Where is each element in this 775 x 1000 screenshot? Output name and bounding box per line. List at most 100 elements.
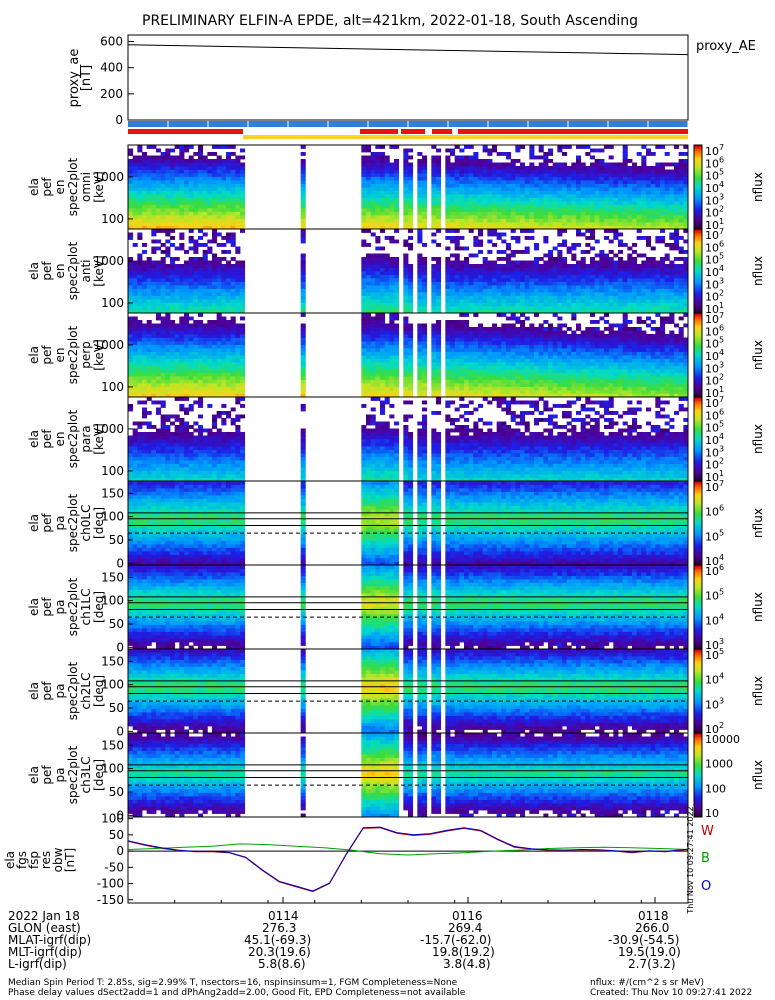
plot-title: PRELIMINARY ELFIN-A EPDE, alt=421km, 202… <box>142 13 638 29</box>
spectrogram-cell <box>235 288 241 293</box>
spectrogram-cell <box>142 215 148 219</box>
spectrogram-cell <box>557 204 563 209</box>
spectrogram-cell <box>594 302 600 307</box>
spectrogram-cell <box>473 383 479 387</box>
spectrogram-cell <box>146 327 152 331</box>
spectrogram-cell <box>179 204 185 209</box>
spectrogram-cell <box>506 348 512 352</box>
spectrogram-cell <box>492 145 498 149</box>
spectrogram-cell <box>585 306 591 310</box>
spectrogram-cell <box>669 190 675 195</box>
spectrogram-cell <box>384 348 390 352</box>
spectrogram-cell <box>417 383 423 387</box>
spectrogram-cell <box>632 225 638 230</box>
spectrogram-cell <box>618 306 624 310</box>
spectrogram-cell <box>450 341 456 345</box>
spectrogram-cell <box>501 190 507 195</box>
spectrogram-cell <box>151 292 157 296</box>
spectrogram-cell <box>179 337 185 342</box>
spectrogram-cell <box>198 278 204 282</box>
spectrogram-cell <box>160 379 166 384</box>
spectrogram-cell <box>454 180 460 184</box>
spectrogram-cell <box>216 320 222 324</box>
spectrogram-cell <box>408 271 414 275</box>
spectrogram-cell <box>557 271 563 275</box>
spectrogram-cell <box>202 330 208 335</box>
spectrogram-cell <box>146 225 152 230</box>
spectrogram-cell <box>188 218 194 223</box>
spectrogram-cell <box>557 183 563 188</box>
spectrogram-cell <box>464 180 470 184</box>
spectrogram-cell <box>128 211 134 216</box>
spectrogram-cell <box>548 281 554 286</box>
spectrogram-cell <box>137 211 143 216</box>
spectrogram-cell <box>422 183 428 188</box>
spectrogram-cell <box>464 376 470 380</box>
spectrogram-cell <box>604 271 610 275</box>
spectrogram-cell <box>641 288 647 293</box>
spectrogram-cell <box>599 208 605 212</box>
spectrogram-cell <box>496 194 502 198</box>
spectrogram-cell <box>529 197 535 202</box>
spectrogram-cell <box>510 204 516 209</box>
spectrogram-cell <box>580 176 586 181</box>
spectrogram-cell <box>202 155 208 160</box>
spectrogram-cell <box>230 274 236 279</box>
spectrogram-cell <box>198 169 204 174</box>
proxy-ae-ytick-label: 400 <box>100 61 123 75</box>
spectrogram-cell <box>174 393 180 398</box>
spectrogram-cell <box>128 166 134 170</box>
spectrogram-cell <box>618 218 624 223</box>
spectrogram-cell <box>361 271 367 275</box>
spectrogram-cell <box>403 152 409 156</box>
spectrogram-cell <box>188 327 194 331</box>
spectrogram-cell <box>431 225 437 230</box>
spectrogram-cell <box>459 148 465 153</box>
spectrogram-cell <box>207 176 213 181</box>
spectrogram-cell <box>459 267 465 272</box>
spectrogram-cell <box>562 306 568 310</box>
spectrogram-cell <box>482 358 488 363</box>
spectrogram-cell <box>132 386 138 391</box>
spectrogram-cell <box>235 264 241 268</box>
spectrogram-cell <box>487 183 493 188</box>
spectrogram-cell <box>627 260 633 265</box>
spectrogram-cell <box>660 236 666 240</box>
spectrogram-cell <box>566 211 572 216</box>
spectrogram-cell <box>482 393 488 398</box>
spectrogram-cell <box>394 180 400 184</box>
spectrogram-cell <box>678 180 684 184</box>
spectrogram-cell <box>408 295 414 300</box>
spectrogram-cell <box>128 323 134 328</box>
spectrogram-cell <box>408 369 414 373</box>
spectrogram-cell <box>165 169 171 174</box>
spectrogram-cell <box>165 320 171 324</box>
spectrogram-cell <box>179 232 185 237</box>
spectrogram-cell <box>230 351 236 356</box>
spectrogram-cell <box>538 257 544 261</box>
spectrogram-cell <box>482 386 488 391</box>
spectrogram-cell <box>216 281 222 286</box>
spectrogram-cell <box>520 302 526 307</box>
spectrogram-cell <box>641 222 647 226</box>
spectrogram-cell <box>160 201 166 205</box>
spectrogram-cell <box>142 267 148 272</box>
spectrogram-cell <box>506 246 512 251</box>
colorbar-segment <box>694 197 702 201</box>
spectrogram-cell <box>361 330 367 335</box>
spectrogram-cell <box>664 190 670 195</box>
spectrogram-cell <box>179 176 185 181</box>
spectrogram-cell <box>240 393 246 398</box>
colorbar-segment <box>694 250 702 253</box>
spectrogram-cell <box>202 215 208 219</box>
spectrogram-cell <box>403 292 409 296</box>
spectrogram-cell <box>375 197 381 202</box>
spectrogram-cell <box>478 190 484 195</box>
spectrogram-cell <box>618 288 624 293</box>
spectrogram-cell <box>142 166 148 170</box>
spectrogram-cell <box>487 302 493 307</box>
spectrogram-cell <box>599 194 605 198</box>
spectrogram-cell <box>552 166 558 170</box>
spectrogram-cell <box>482 355 488 359</box>
spectrogram-cell <box>202 162 208 167</box>
